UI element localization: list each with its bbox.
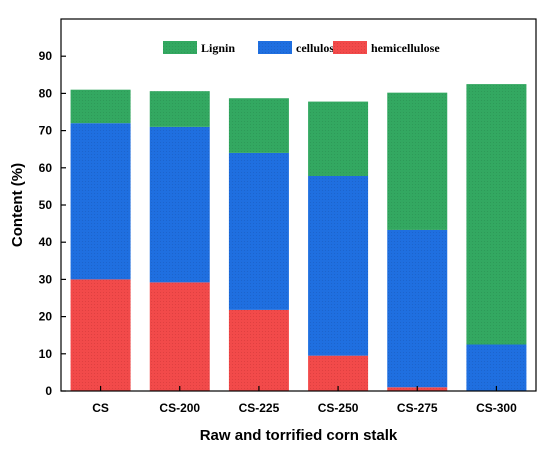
bar-cellulose-CS-300 xyxy=(466,344,527,391)
plot-frame xyxy=(60,18,537,392)
bar-hemicellulose-CS-200 xyxy=(149,282,210,391)
bar-cellulose-CS-200 xyxy=(149,126,210,283)
y-tick-label-70: 70 xyxy=(39,124,53,138)
bar-Lignin-CS-300 xyxy=(466,84,527,345)
y-tick-label-30: 30 xyxy=(39,272,53,286)
y-tick-label-20: 20 xyxy=(39,310,53,324)
bar-cellulose-CS-250 xyxy=(308,175,369,356)
y-tick-label-10: 10 xyxy=(39,347,53,361)
x-tick-label-CS-275: CS-275 xyxy=(397,401,438,415)
x-tick-label-CS-200: CS-200 xyxy=(159,401,200,415)
bar-Lignin-CS-250 xyxy=(308,101,369,176)
y-axis-title: Content (%) xyxy=(9,163,26,247)
y-tick-label-50: 50 xyxy=(39,198,53,212)
x-tick-label-CS-250: CS-250 xyxy=(318,401,359,415)
bar-cellulose-CS-225 xyxy=(228,152,289,310)
x-tick-label-CS-300: CS-300 xyxy=(476,401,517,415)
bar-hemicellulose-CS xyxy=(70,279,131,391)
legend-swatch-cellulose xyxy=(258,41,292,54)
y-tick-label-80: 80 xyxy=(39,86,53,100)
legend-label-hemicellulose: hemicellulose xyxy=(371,41,440,55)
bar-Lignin-CS xyxy=(70,89,131,124)
axes-layer: 0 10 20 30 40 50 60 70 80 90 CS CS-200 CS-225 CS-250 C… xyxy=(39,18,537,415)
y-tick-label-90: 90 xyxy=(39,49,53,63)
bar-cellulose-CS-275 xyxy=(387,229,448,388)
x-axis-title: Raw and torrified corn stalk xyxy=(200,427,398,444)
legend-label-cellulose: cellulose xyxy=(296,41,340,55)
y-tick-label-0: 0 xyxy=(45,384,52,398)
bar-hemicellulose-CS-250 xyxy=(308,355,369,391)
bar-Lignin-CS-225 xyxy=(228,98,289,153)
legend-swatch-hemicellulose xyxy=(333,41,367,54)
legend-label-Lignin: Lignin xyxy=(201,41,235,55)
bar-Lignin-CS-200 xyxy=(149,91,210,127)
legend: Lignin cellulose hemicellulose xyxy=(163,41,440,55)
bar-Lignin-CS-275 xyxy=(387,92,448,230)
x-tick-label-CS: CS xyxy=(92,401,109,415)
y-tick-label-40: 40 xyxy=(39,235,53,249)
legend-swatch-Lignin xyxy=(163,41,197,54)
bar-hemicellulose-CS-225 xyxy=(228,309,289,391)
x-tick-label-CS-225: CS-225 xyxy=(239,401,280,415)
y-tick-label-60: 60 xyxy=(39,161,53,175)
bars-layer xyxy=(70,84,527,391)
bar-cellulose-CS xyxy=(70,123,131,280)
